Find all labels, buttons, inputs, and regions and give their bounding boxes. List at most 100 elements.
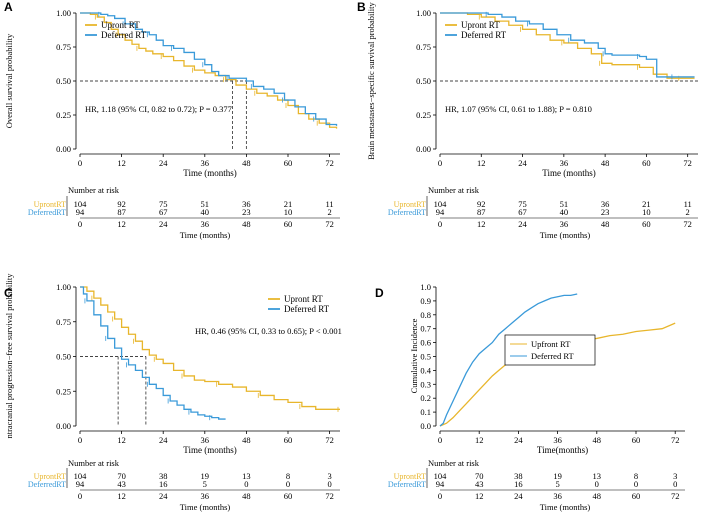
y-tick-label: 0.3	[420, 379, 431, 389]
risk-axis-tick: 72	[671, 491, 680, 501]
risk-count-upfront: 104	[434, 199, 448, 209]
risk-count-upfront: 92	[117, 199, 126, 209]
risk-count-deferred: 5	[555, 479, 559, 489]
y-tick-label: 0.25	[56, 110, 71, 120]
series-line-deferred	[439, 293, 578, 427]
panel-letter: A	[4, 0, 13, 14]
risk-axis-tick: 48	[242, 219, 251, 229]
risk-count-upfront: 3	[673, 471, 677, 481]
x-axis-label: Time (months)	[183, 445, 236, 455]
y-axis-label: ntracranial progression−free survival pr…	[4, 273, 14, 439]
x-tick-label: 72	[683, 158, 692, 168]
risk-axis-tick: 12	[475, 491, 484, 501]
risk-axis-tick: 60	[642, 219, 651, 229]
risk-axis-label: Time (months)	[180, 230, 231, 240]
y-tick-label: 0.4	[420, 365, 431, 375]
risk-label-deferred: DeferredRT	[28, 480, 66, 489]
y-tick-label: 0.8	[420, 310, 431, 320]
risk-label-deferred: DeferredRT	[28, 208, 66, 217]
risk-count-deferred: 94	[76, 479, 85, 489]
y-axis-label: Brain metastases−specific survival proba…	[366, 1, 376, 159]
y-tick-label: 1.00	[56, 8, 71, 18]
risk-count-deferred: 43	[117, 479, 126, 489]
risk-count-deferred: 0	[244, 479, 248, 489]
hr-annotation: HR, 1.07 (95% CI, 0.61 to 1.88); P = 0.8…	[445, 104, 592, 114]
x-tick-label: 24	[159, 158, 168, 168]
x-tick-label: 60	[284, 435, 293, 445]
risk-axis-tick: 12	[477, 219, 486, 229]
risk-axis-tick: 0	[78, 491, 82, 501]
risk-count-upfront: 36	[242, 199, 251, 209]
y-tick-label: 0.2	[420, 393, 431, 403]
x-tick-label: 60	[642, 158, 651, 168]
risk-count-deferred: 94	[76, 207, 85, 217]
risk-table-title: Number at risk	[428, 185, 480, 195]
risk-count-deferred: 23	[601, 207, 610, 217]
x-axis-label: Time (months)	[183, 168, 236, 178]
y-tick-label: 0.75	[416, 42, 431, 52]
x-tick-label: 60	[284, 158, 293, 168]
risk-count-deferred: 16	[514, 479, 523, 489]
risk-label-upfront: UprontRT	[34, 472, 67, 481]
panel-b: B 0.00 0.25 0.50 0.75 1.00 0 12 24 36 48 60 72 Time (…	[357, 0, 698, 240]
y-tick-label: 0.0	[420, 421, 431, 431]
risk-label-deferred: DeferredRT	[388, 480, 426, 489]
y-tick-label: 0.50	[416, 76, 431, 86]
legend-label: Upront RT	[101, 20, 140, 30]
series-line-upfront	[80, 286, 340, 410]
risk-axis-tick: 60	[284, 219, 293, 229]
y-tick-label: 0.9	[420, 296, 431, 306]
risk-axis-label: Time (months)	[180, 502, 231, 512]
x-tick-label: 36	[560, 158, 569, 168]
x-tick-label: 0	[78, 158, 82, 168]
risk-label-upfront: UprontRT	[34, 200, 67, 209]
risk-count-upfront: 36	[601, 199, 610, 209]
legend-label: Deferred RT	[101, 30, 147, 40]
legend-label: Deferred RT	[461, 30, 507, 40]
risk-axis-tick: 36	[201, 491, 210, 501]
risk-count-deferred: 5	[203, 479, 207, 489]
legend-label: Upront RT	[284, 294, 323, 304]
panel-c: C 0.00 0.25 0.50 0.75 1.00 0 12 24 36 48 60 72 Time (…	[4, 273, 342, 512]
panel-letter: D	[375, 286, 384, 300]
panel-d: D 0.0 0.1 0.2 0.3 0.4 0.5 0.6 0.7 0.8 0.9 1.0 0 12 24 3…	[375, 282, 685, 512]
y-axis-label: Cumulative Incidence	[409, 318, 419, 393]
y-tick-label: 0.00	[416, 144, 431, 154]
risk-axis-tick: 0	[78, 219, 82, 229]
risk-count-upfront: 21	[642, 199, 651, 209]
x-tick-label: 0	[78, 435, 82, 445]
risk-count-upfront: 104	[434, 471, 448, 481]
legend-label: Deferred RT	[531, 351, 574, 361]
risk-count-deferred: 40	[201, 207, 210, 217]
series-line-upfront	[440, 12, 695, 79]
risk-count-deferred: 43	[475, 479, 484, 489]
y-tick-label: 1.00	[416, 8, 431, 18]
risk-count-upfront: 51	[201, 199, 210, 209]
x-tick-label: 12	[117, 158, 126, 168]
risk-table-title: Number at risk	[68, 185, 120, 195]
panel-a: A 0.00 0.25 0.50 0.75 1.00 0 12 24 36 48 60 72 Time (…	[4, 0, 340, 240]
risk-count-upfront: 75	[518, 199, 527, 209]
x-axis-label: Time(months)	[537, 445, 588, 455]
risk-count-upfront: 70	[475, 471, 484, 481]
panel-letter: B	[357, 0, 366, 14]
risk-count-upfront: 21	[284, 199, 293, 209]
x-tick-label: 48	[242, 158, 251, 168]
risk-count-upfront: 3	[327, 471, 331, 481]
x-tick-label: 12	[475, 435, 484, 445]
x-tick-label: 48	[601, 158, 610, 168]
risk-count-upfront: 70	[117, 471, 126, 481]
risk-axis-tick: 36	[201, 219, 210, 229]
risk-count-upfront: 51	[560, 199, 569, 209]
x-tick-label: 72	[325, 435, 334, 445]
y-tick-label: 0.1	[420, 407, 431, 417]
risk-count-deferred: 0	[634, 479, 638, 489]
y-tick-label: 0.00	[56, 421, 71, 431]
y-tick-label: 0.50	[56, 352, 71, 362]
legend-label: Deferred RT	[284, 304, 330, 314]
risk-axis-tick: 12	[117, 219, 126, 229]
x-tick-label: 0	[438, 158, 442, 168]
risk-axis-tick: 24	[159, 491, 168, 501]
risk-table-title: Number at risk	[428, 458, 480, 468]
